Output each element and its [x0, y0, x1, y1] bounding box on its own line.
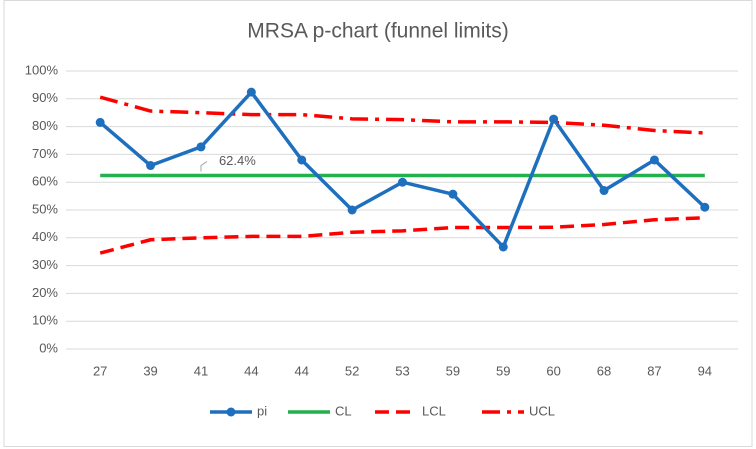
leader-line [200, 161, 208, 172]
y-tick-label: 0% [39, 340, 58, 355]
data-point [398, 177, 407, 187]
data-point [448, 189, 458, 199]
data-point [549, 114, 559, 124]
legend-label: LCL [422, 403, 446, 418]
data-label: 62.4% [219, 153, 256, 168]
legend-label: CL [335, 403, 352, 418]
y-tick-label: 50% [32, 201, 58, 216]
data-point [347, 205, 357, 215]
data-point [700, 202, 710, 212]
x-tick-label: 41 [194, 363, 208, 378]
data-point [95, 117, 105, 127]
x-tick-label: 68 [597, 363, 611, 378]
x-tick-label: 44 [294, 363, 308, 378]
y-tick-label: 40% [32, 229, 58, 244]
x-tick-label: 59 [496, 363, 510, 378]
x-tick-label: 53 [395, 363, 409, 378]
y-tick-label: 80% [32, 118, 58, 133]
y-tick-label: 90% [32, 90, 58, 105]
y-tick-label: 70% [32, 146, 58, 161]
chart-border [3, 0, 753, 447]
data-point [297, 155, 307, 165]
y-tick-label: 60% [32, 174, 58, 189]
chart-title: MRSA p-chart (funnel limits) [247, 20, 508, 43]
data-point [649, 155, 659, 165]
data-point [146, 161, 156, 171]
legend-label: pi [257, 403, 267, 418]
data-point [498, 242, 508, 252]
x-tick-label: 52 [345, 363, 359, 378]
x-tick-label: 94 [698, 363, 712, 378]
x-tick-label: 27 [93, 363, 107, 378]
legend-label: UCL [529, 403, 555, 418]
y-tick-label: 100% [25, 62, 59, 77]
x-tick-label: 44 [244, 363, 258, 378]
data-point [599, 186, 609, 196]
series-line [99, 216, 705, 255]
x-tick-label: 87 [647, 363, 661, 378]
y-tick-label: 10% [32, 313, 58, 328]
data-point [246, 87, 256, 97]
y-tick-label: 30% [32, 257, 58, 272]
x-tick-label: 60 [546, 363, 560, 378]
legend-marker [226, 407, 236, 417]
data-point [196, 142, 206, 152]
series-line [99, 95, 705, 135]
x-tick-label: 39 [143, 363, 157, 378]
y-tick-label: 20% [32, 285, 58, 300]
x-tick-label: 59 [446, 363, 460, 378]
